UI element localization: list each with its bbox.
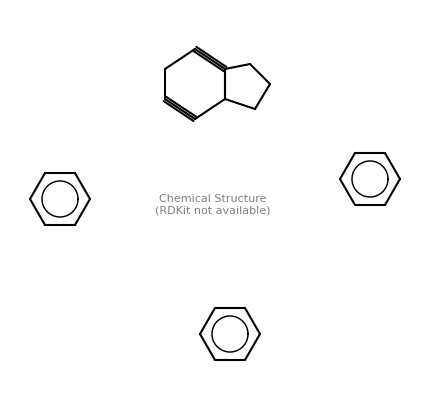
- Text: Chemical Structure
(RDKit not available): Chemical Structure (RDKit not available): [155, 194, 271, 215]
